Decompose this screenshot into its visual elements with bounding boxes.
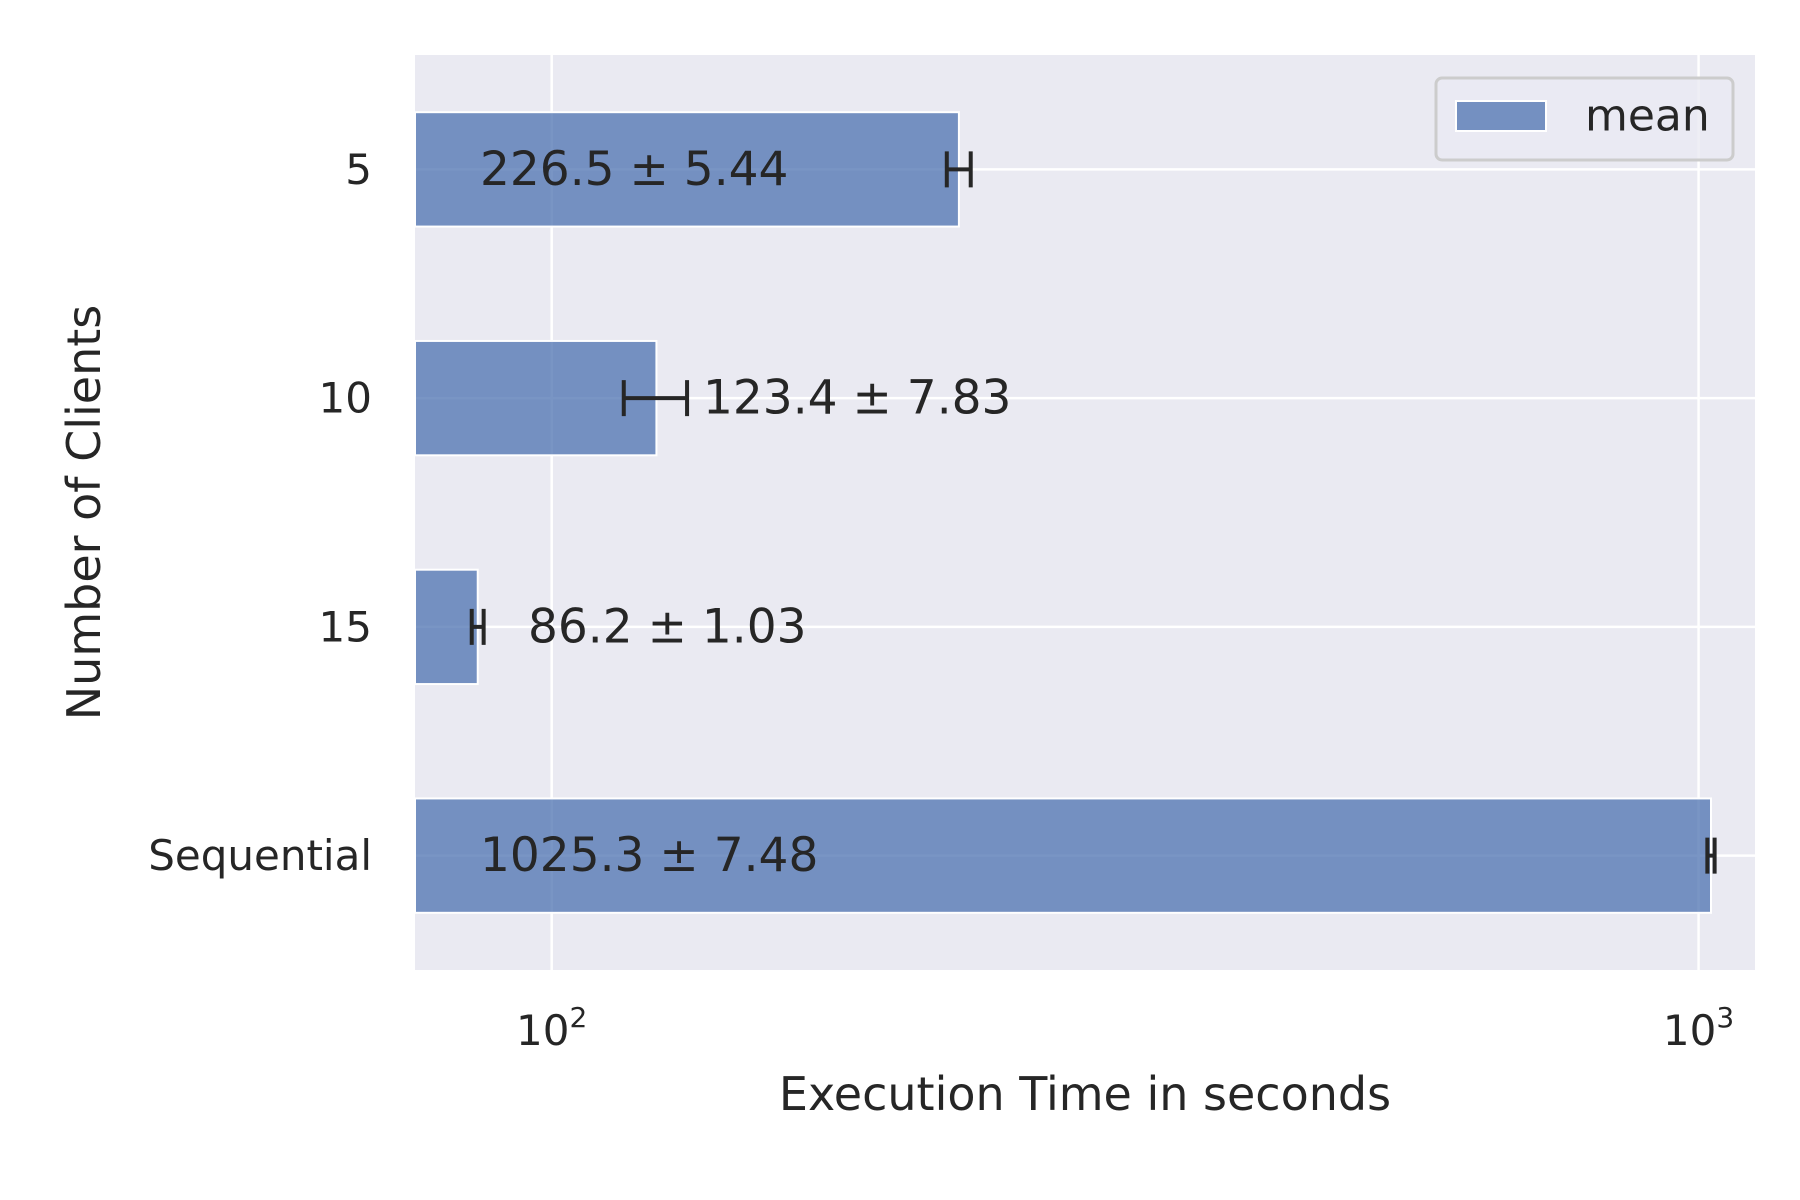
error-bar-sequential: [1705, 837, 1717, 874]
y-tick-labels: 5 10 15 Sequential: [148, 145, 372, 880]
legend-label-mean: mean: [1585, 91, 1710, 142]
bar-label-sequential: 1025.3 ± 7.48: [480, 828, 818, 883]
legend-swatch: [1455, 100, 1547, 132]
x-tick-label: 103: [1663, 1001, 1734, 1055]
legend-box: [1434, 76, 1735, 162]
bar-label-5: 226.5 ± 5.44: [480, 142, 788, 197]
error-bar-10: [621, 380, 690, 417]
y-tick-label: 5: [345, 145, 372, 194]
bar-label-15: 86.2 ± 1.03: [528, 599, 807, 654]
x-tick-labels: 102 103: [516, 1001, 1734, 1055]
y-tick-label: Sequential: [148, 831, 372, 880]
legend: mean: [1434, 76, 1735, 162]
bar-labels: 226.5 ± 5.44 123.4 ± 7.83 86.2 ± 1.03 1025.…: [480, 142, 1011, 883]
y-tick-label: 10: [319, 374, 372, 423]
bar-sequential: [414, 797, 1712, 914]
y-axis-label: Number of Clients: [57, 305, 111, 721]
bar-label-10: 123.4 ± 7.83: [703, 371, 1011, 426]
error-bars: [469, 151, 1717, 874]
x-tick-label: 102: [516, 1001, 587, 1055]
bar-10: [414, 339, 658, 457]
y-tick-label: 15: [319, 602, 372, 651]
error-bar-5: [944, 151, 973, 188]
bar-15: [414, 568, 479, 686]
error-bar-15: [469, 608, 486, 645]
x-axis-label: Execution Time in seconds: [779, 1067, 1391, 1121]
